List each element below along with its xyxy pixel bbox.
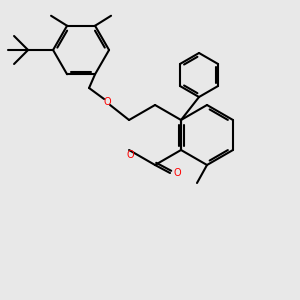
Text: O: O <box>173 168 181 178</box>
Text: O: O <box>126 150 134 160</box>
Text: O: O <box>103 97 111 107</box>
